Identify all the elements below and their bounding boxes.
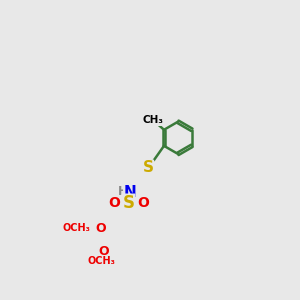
Text: H: H [118,185,128,198]
Text: OCH₃: OCH₃ [88,256,116,266]
Text: O: O [137,196,149,210]
Text: N: N [124,185,136,200]
Text: O: O [96,222,106,235]
Text: CH₃: CH₃ [142,116,164,125]
Text: S: S [122,194,134,212]
Text: O: O [98,245,109,259]
Text: S: S [142,160,153,175]
Text: O: O [108,196,120,210]
Text: OCH₃: OCH₃ [63,223,91,233]
